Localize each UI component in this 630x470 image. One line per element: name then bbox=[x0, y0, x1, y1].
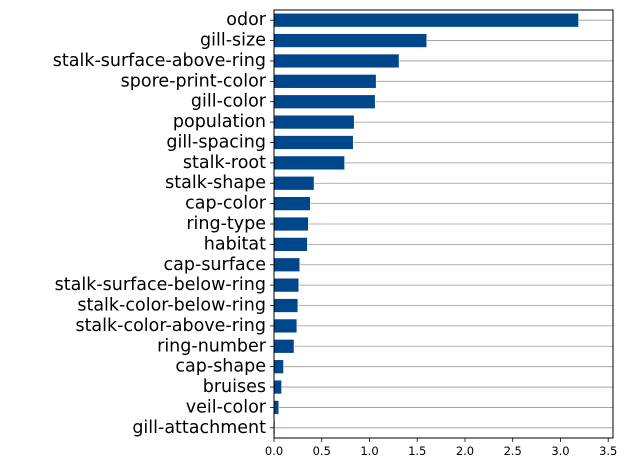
x-axis-ticks: 0.0 0.5 1.0 1.5 2.0 2.5 3.0 3.5 bbox=[265, 438, 617, 458]
x-tick-label: 3.5 bbox=[599, 444, 617, 458]
category-label: ring-type bbox=[186, 214, 266, 234]
bar-bruises bbox=[273, 379, 282, 395]
bar-stalk-shape bbox=[273, 176, 315, 191]
bar-odor bbox=[273, 12, 579, 28]
category-label: odor bbox=[226, 10, 267, 30]
bar-cap-shape bbox=[273, 359, 284, 374]
category-label: veil-color bbox=[186, 397, 267, 417]
bar-gill-spacing bbox=[273, 135, 354, 150]
x-tick-label: 3.0 bbox=[551, 444, 569, 458]
category-label: cap-shape bbox=[175, 357, 266, 377]
bar-stalk-surface-above-ring bbox=[273, 53, 400, 69]
bar-cap-surface bbox=[273, 257, 301, 272]
category-label: gill-size bbox=[200, 31, 266, 51]
category-label: habitat bbox=[204, 234, 266, 254]
bar-ring-type bbox=[273, 216, 309, 232]
bar-gill-size bbox=[273, 33, 428, 48]
category-label: spore-print-color bbox=[121, 71, 267, 91]
category-label: gill-spacing bbox=[166, 132, 266, 152]
x-tick-label: 2.5 bbox=[504, 444, 522, 458]
bar-cap-color bbox=[273, 196, 311, 211]
bar-gill-color bbox=[273, 94, 376, 109]
bar-veil-color bbox=[273, 400, 280, 415]
bar-stalk-color-above-ring bbox=[273, 318, 298, 334]
bar-spore-print-color bbox=[273, 74, 377, 89]
bar-ring-number bbox=[273, 339, 295, 354]
category-label: gill-color bbox=[191, 92, 267, 112]
bar-stalk-color-below-ring bbox=[273, 298, 299, 313]
bar-population bbox=[273, 114, 355, 130]
category-label: stalk-root bbox=[183, 153, 266, 173]
bar-stalk-root bbox=[273, 155, 345, 171]
category-label: stalk-color-above-ring bbox=[75, 316, 266, 336]
category-label: gill-attachment bbox=[132, 418, 266, 438]
bar-stalk-surface-below-ring bbox=[273, 277, 300, 293]
category-label: population bbox=[173, 112, 266, 132]
category-label: stalk-color-below-ring bbox=[77, 296, 266, 316]
x-tick-label: 1.5 bbox=[408, 444, 426, 458]
x-tick-label: 1.0 bbox=[360, 444, 378, 458]
x-tick-label: 2.0 bbox=[456, 444, 474, 458]
x-tick-label: 0.0 bbox=[265, 444, 283, 458]
category-labels: odorgill-sizestalk-surface-above-ringspo… bbox=[53, 10, 274, 438]
bar-habitat bbox=[273, 237, 308, 252]
plot-frame bbox=[273, 9, 614, 439]
category-label: cap-color bbox=[185, 194, 267, 214]
x-tick-label: 0.5 bbox=[313, 444, 331, 458]
category-label: cap-surface bbox=[164, 255, 266, 275]
category-label: stalk-surface-below-ring bbox=[55, 275, 266, 295]
category-label: stalk-shape bbox=[165, 173, 266, 193]
category-label: stalk-surface-above-ring bbox=[53, 51, 266, 71]
category-label: bruises bbox=[203, 377, 266, 397]
category-label: ring-number bbox=[157, 336, 267, 356]
